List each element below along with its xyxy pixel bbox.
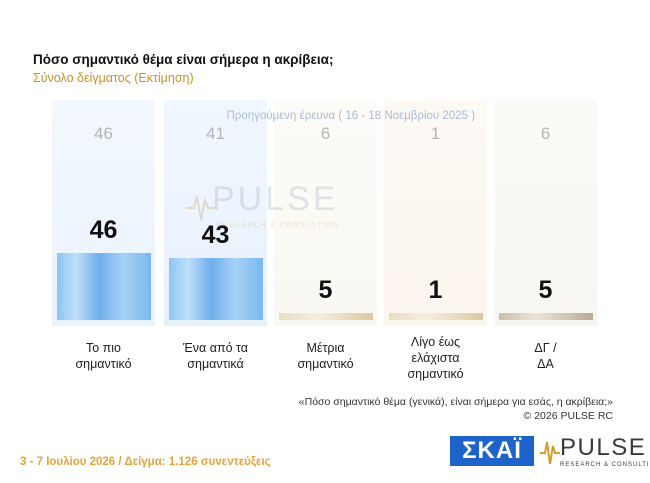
category-label: Ένα από τα σημαντικά bbox=[182, 341, 248, 371]
pulse-watermark: PULSE RESEARCH & CONSULTING bbox=[186, 180, 346, 240]
category-label: Το πιο σημαντικό bbox=[75, 341, 132, 371]
survey-footer: 3 - 7 Ιουλίου 2026 / Δείγμα: 1.126 συνεν… bbox=[20, 456, 271, 468]
previous-value-label: 46 bbox=[94, 124, 113, 143]
previous-value-label: 41 bbox=[206, 124, 225, 143]
value-label: 5 bbox=[538, 275, 553, 304]
chart-subtitle: Σύνολο δείγματος (Εκτίμηση) bbox=[33, 71, 194, 85]
value-label: 5 bbox=[318, 275, 333, 304]
pulse-logo: PULSE RESEARCH & CONSULTING bbox=[540, 432, 650, 476]
column-background bbox=[274, 100, 377, 326]
bar bbox=[388, 313, 483, 320]
bar bbox=[498, 312, 593, 320]
previous-survey-label: Προηγούμενη έρευνα ( 16 - 18 Νοεμβρίου 2… bbox=[226, 110, 475, 122]
chart-title: Πόσο σημαντικό θέμα είναι σήμερα η ακρίβ… bbox=[33, 52, 334, 67]
value-label: 1 bbox=[428, 276, 443, 304]
value-label: 46 bbox=[89, 216, 118, 245]
bar bbox=[278, 312, 373, 320]
skai-logo: ΣΚΑΪ bbox=[450, 436, 534, 466]
bar bbox=[168, 257, 263, 320]
question-note: «Πόσο σημαντικό θέμα (γενικά), είναι σήμ… bbox=[298, 396, 613, 408]
previous-value-label: 6 bbox=[320, 124, 331, 143]
category-label: ΔΓ / ΔΑ bbox=[534, 341, 557, 371]
copyright-note: © 2026 PULSE RC bbox=[523, 410, 613, 422]
column-background bbox=[384, 100, 487, 326]
category-label: Μέτρια σημαντικό bbox=[297, 341, 354, 371]
previous-value-label: 6 bbox=[540, 124, 551, 143]
category-label: Λίγο έως ελάχιστα σημαντικό bbox=[407, 335, 464, 381]
previous-value-label: 1 bbox=[430, 124, 441, 143]
bar bbox=[56, 253, 151, 320]
column-background bbox=[494, 100, 597, 326]
value-label: 43 bbox=[201, 220, 230, 249]
